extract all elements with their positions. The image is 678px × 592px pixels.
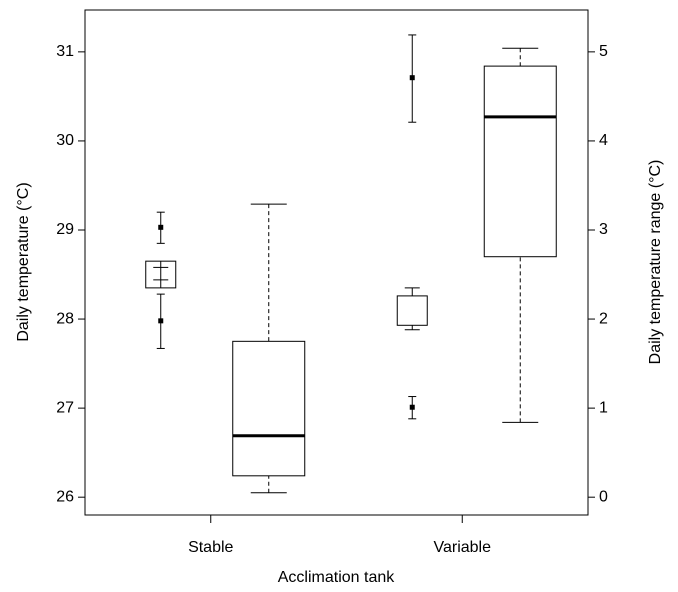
- x-axis-label: Acclimation tank: [278, 569, 395, 586]
- y2-tick-label: 3: [599, 221, 608, 238]
- y2-axis-label: Daily temperature range (°C): [647, 160, 664, 365]
- y-tick-label: 29: [56, 221, 74, 238]
- y2-tick-label: 5: [599, 43, 608, 60]
- box: [396, 295, 428, 326]
- y2-tick-label: 2: [599, 310, 608, 327]
- y2-tick-label: 4: [599, 132, 608, 149]
- y-tick-label: 30: [56, 132, 74, 149]
- box: [145, 260, 177, 289]
- box: [232, 340, 306, 477]
- point: [409, 404, 415, 410]
- point: [409, 75, 415, 81]
- y2-tick-label: 0: [599, 488, 608, 505]
- point: [158, 224, 164, 230]
- y-tick-label: 31: [56, 43, 74, 60]
- y-tick-label: 28: [56, 310, 74, 327]
- y-axis-label: Daily temperature (°C): [15, 182, 32, 341]
- x-tick-label: Variable: [433, 539, 491, 556]
- plot-frame: [84, 9, 589, 516]
- x-tick-label: Stable: [188, 539, 233, 556]
- box: [483, 65, 557, 258]
- y2-tick-label: 1: [599, 399, 608, 416]
- y-tick-label: 26: [56, 488, 74, 505]
- y-tick-label: 27: [56, 399, 74, 416]
- point: [158, 318, 164, 324]
